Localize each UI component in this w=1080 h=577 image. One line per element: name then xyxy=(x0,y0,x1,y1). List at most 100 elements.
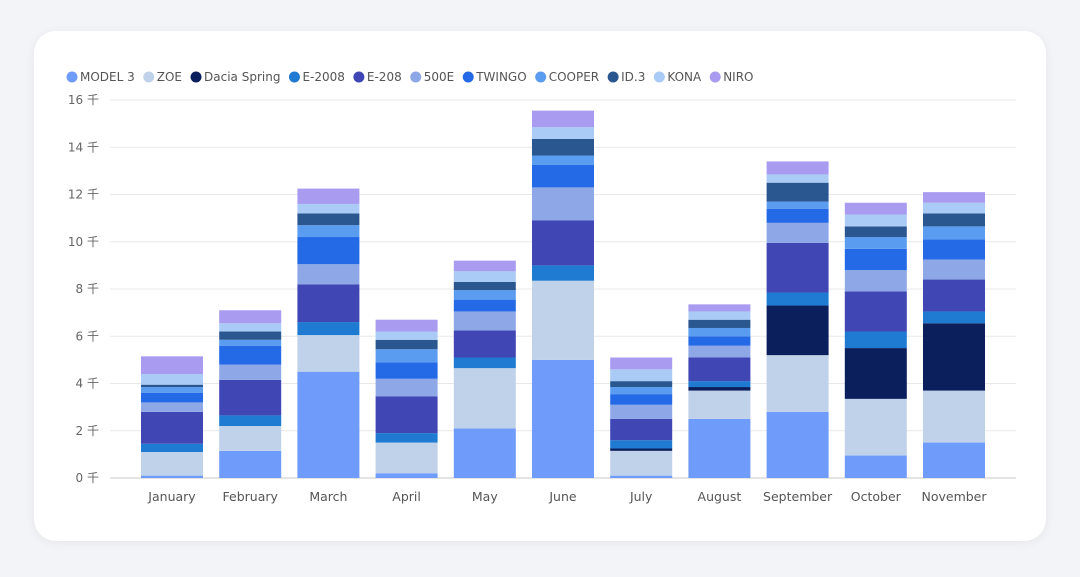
bar-segment-e-2008-november[interactable] xyxy=(923,311,985,324)
legend-item-500e[interactable]: 500E xyxy=(410,70,454,84)
bar-segment-niro-november[interactable] xyxy=(923,192,985,203)
legend-item-niro[interactable]: NIRO xyxy=(709,70,754,84)
bar-segment-e-208-march[interactable] xyxy=(297,284,360,323)
bar-segment-e-2008-april[interactable] xyxy=(375,433,438,443)
bar-segment-niro-october[interactable] xyxy=(844,202,907,215)
legend-item-id-3[interactable]: ID.3 xyxy=(607,70,646,84)
bar-segment-model-3-may[interactable] xyxy=(453,428,516,478)
bar-segment-id-3-july[interactable] xyxy=(610,381,673,388)
legend-item-kona[interactable]: KONA xyxy=(653,70,702,84)
bar-segment-zoe-october[interactable] xyxy=(844,398,907,456)
legend-item-zoe[interactable]: ZOE xyxy=(143,70,182,84)
bar-segment-500e-september[interactable] xyxy=(766,222,829,243)
bar-segment-e-208-august[interactable] xyxy=(688,357,751,382)
bar-segment-niro-january[interactable] xyxy=(141,356,203,375)
bar-segment-e-2008-august[interactable] xyxy=(688,381,751,388)
bar-segment-zoe-february[interactable] xyxy=(219,426,282,451)
bar-segment-zoe-march[interactable] xyxy=(297,335,360,372)
bar-segment-e-208-april[interactable] xyxy=(375,396,438,434)
bar-segment-model-3-november[interactable] xyxy=(923,442,985,478)
bar-segment-niro-march[interactable] xyxy=(297,188,360,204)
bar-segment-e-208-september[interactable] xyxy=(766,242,829,293)
bar-segment-500e-march[interactable] xyxy=(297,264,360,285)
bar-segment-cooper-july[interactable] xyxy=(610,387,673,395)
bar-segment-dacia-spring-september[interactable] xyxy=(766,305,829,356)
bar-segment-zoe-january[interactable] xyxy=(141,452,203,476)
bar-segment-kona-september[interactable] xyxy=(766,174,829,183)
bar-segment-cooper-april[interactable] xyxy=(375,349,438,363)
bar-segment-e-208-february[interactable] xyxy=(219,379,282,416)
bar-segment-model-3-july[interactable] xyxy=(610,475,673,478)
bar-segment-id-3-february[interactable] xyxy=(219,331,282,340)
bar-segment-e-208-may[interactable] xyxy=(453,330,516,358)
bar-segment-twingo-november[interactable] xyxy=(923,239,985,260)
bar-segment-twingo-january[interactable] xyxy=(141,392,203,403)
bar-segment-kona-february[interactable] xyxy=(219,323,282,332)
bar-segment-cooper-june[interactable] xyxy=(532,155,594,165)
bar-segment-id-3-september[interactable] xyxy=(766,182,829,202)
bar-segment-niro-june[interactable] xyxy=(532,110,594,128)
bar-segment-zoe-november[interactable] xyxy=(923,390,985,443)
bar-segment-e-2008-may[interactable] xyxy=(453,357,516,369)
bar-segment-500e-october[interactable] xyxy=(844,270,907,292)
bar-segment-model-3-september[interactable] xyxy=(766,411,829,478)
bar-segment-500e-june[interactable] xyxy=(532,187,594,221)
bar-segment-zoe-august[interactable] xyxy=(688,390,751,419)
bar-segment-niro-august[interactable] xyxy=(688,304,751,312)
bar-segment-e-208-june[interactable] xyxy=(532,220,594,266)
bar-segment-e-208-january[interactable] xyxy=(141,411,203,444)
bar-segment-dacia-spring-november[interactable] xyxy=(923,323,985,391)
legend-item-twingo[interactable]: TWINGO xyxy=(462,70,527,84)
bar-segment-500e-august[interactable] xyxy=(688,345,751,358)
bar-segment-niro-february[interactable] xyxy=(219,310,282,324)
bar-segment-twingo-april[interactable] xyxy=(375,362,438,379)
bar-segment-500e-may[interactable] xyxy=(453,311,516,331)
legend-item-model-3[interactable]: MODEL 3 xyxy=(66,70,135,84)
bar-segment-twingo-march[interactable] xyxy=(297,237,360,265)
bar-segment-niro-may[interactable] xyxy=(453,260,516,272)
bar-segment-e-2008-february[interactable] xyxy=(219,415,282,427)
bar-segment-twingo-august[interactable] xyxy=(688,336,751,346)
bar-segment-kona-may[interactable] xyxy=(453,271,516,282)
bar-segment-kona-august[interactable] xyxy=(688,311,751,320)
bar-segment-kona-march[interactable] xyxy=(297,203,360,214)
bar-segment-e-208-july[interactable] xyxy=(610,418,673,441)
bar-segment-cooper-october[interactable] xyxy=(844,237,907,249)
bar-segment-model-3-february[interactable] xyxy=(219,450,282,478)
bar-segment-cooper-january[interactable] xyxy=(141,387,203,393)
legend-item-cooper[interactable]: COOPER xyxy=(535,70,599,84)
bar-segment-id-3-august[interactable] xyxy=(688,319,751,328)
bar-segment-zoe-may[interactable] xyxy=(453,368,516,429)
bar-segment-id-3-june[interactable] xyxy=(532,138,594,156)
bar-segment-twingo-february[interactable] xyxy=(219,345,282,365)
bar-segment-cooper-august[interactable] xyxy=(688,327,751,337)
bar-segment-id-3-may[interactable] xyxy=(453,281,516,291)
bar-segment-niro-july[interactable] xyxy=(610,357,673,370)
bar-segment-500e-january[interactable] xyxy=(141,402,203,412)
bar-segment-twingo-october[interactable] xyxy=(844,248,907,271)
bar-segment-model-3-august[interactable] xyxy=(688,418,751,478)
bar-segment-model-3-october[interactable] xyxy=(844,455,907,478)
bar-segment-model-3-january[interactable] xyxy=(141,475,203,478)
bar-segment-id-3-january[interactable] xyxy=(141,384,203,388)
bar-segment-500e-april[interactable] xyxy=(375,378,438,397)
bar-segment-id-3-april[interactable] xyxy=(375,339,438,350)
bar-segment-e-2008-january[interactable] xyxy=(141,443,203,453)
bar-segment-kona-july[interactable] xyxy=(610,369,673,382)
bar-segment-model-3-june[interactable] xyxy=(532,359,594,478)
legend-item-dacia-spring[interactable]: Dacia Spring xyxy=(190,70,281,84)
bar-segment-zoe-september[interactable] xyxy=(766,355,829,412)
bar-segment-zoe-july[interactable] xyxy=(610,450,673,476)
bar-segment-zoe-april[interactable] xyxy=(375,442,438,474)
bar-segment-kona-october[interactable] xyxy=(844,214,907,227)
bar-segment-e-208-october[interactable] xyxy=(844,291,907,332)
bar-segment-twingo-july[interactable] xyxy=(610,394,673,405)
bar-segment-cooper-february[interactable] xyxy=(219,339,282,346)
bar-segment-id-3-march[interactable] xyxy=(297,213,360,226)
bar-segment-kona-november[interactable] xyxy=(923,202,985,214)
legend-item-e-208[interactable]: E-208 xyxy=(353,70,402,84)
bar-segment-dacia-spring-july[interactable] xyxy=(610,448,673,451)
bar-segment-e-208-november[interactable] xyxy=(923,279,985,312)
bar-segment-kona-june[interactable] xyxy=(532,127,594,139)
bar-segment-id-3-october[interactable] xyxy=(844,226,907,238)
